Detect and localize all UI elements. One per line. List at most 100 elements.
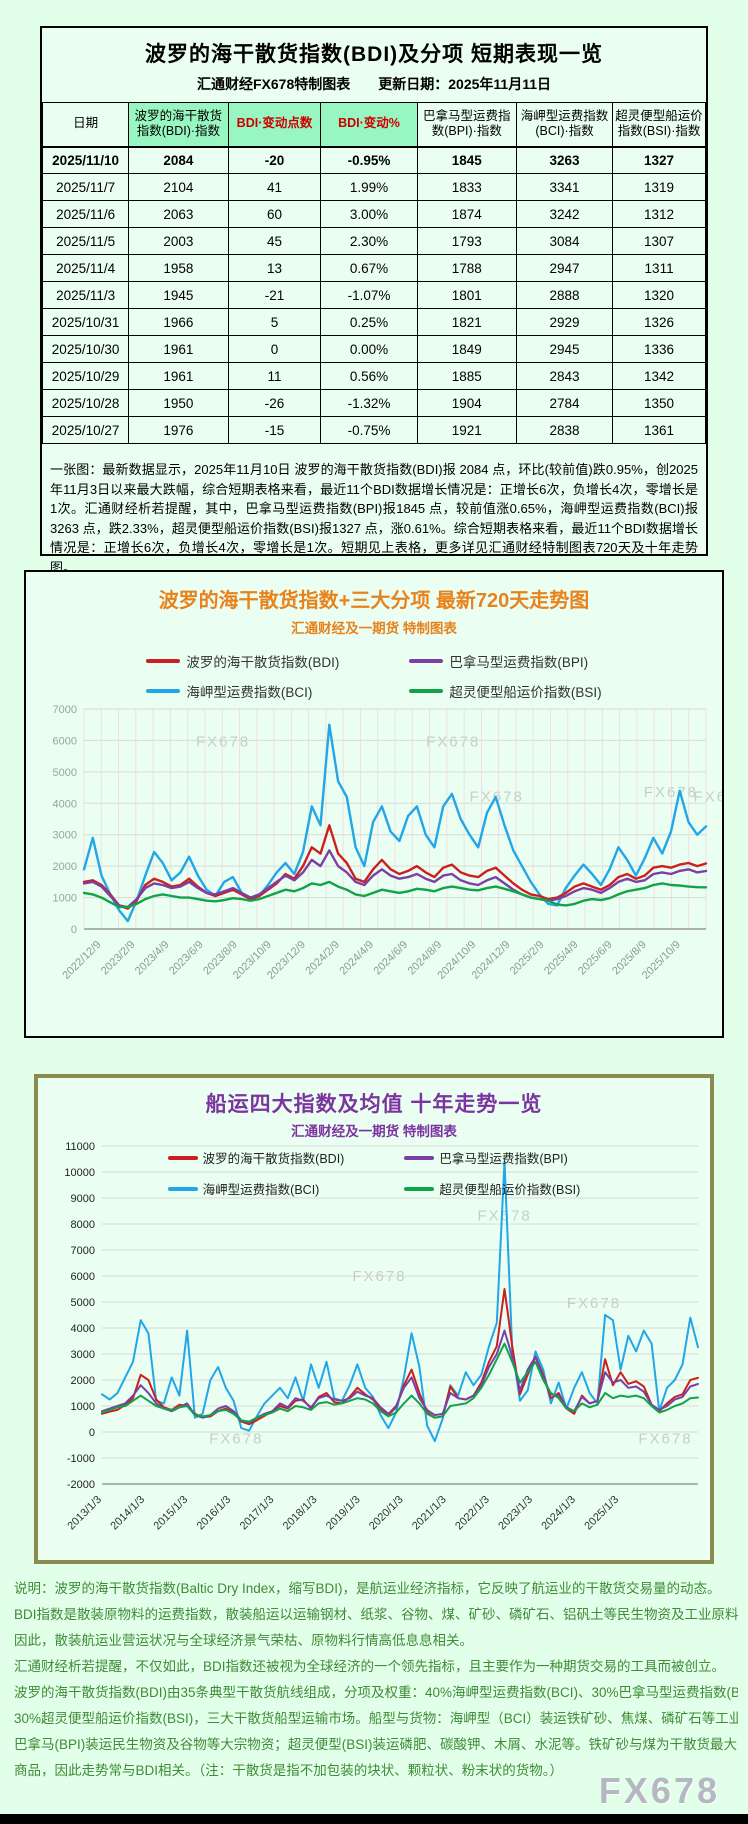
bdi-line-swatch (167, 1155, 198, 1160)
table-cell: 2888 (515, 281, 614, 309)
bdi-table-body: 2025/11/10 2084 -20 -0.95% 1845 3263 1327 2025/… (41, 146, 706, 444)
y-axis-tick-label: 8000 (71, 1219, 95, 1231)
table-cell: 2945 (515, 335, 614, 363)
table-cell: 1874 (416, 200, 518, 228)
table-cell: 1904 (416, 389, 518, 417)
bpi-line (82, 849, 708, 909)
explanation-line: 30%超灵便型船运价指数(BSI)，三大干散货船型运输市场。船型与货物：海岬型（… (14, 1711, 738, 1726)
table-cell: 2947 (515, 254, 614, 282)
y-axis-tick-label: 5000 (53, 767, 77, 779)
chart-720day-plot-area: 0 1000 2000 3000 4000 5000 6000 7000 FX678 FX678 F… (26, 701, 746, 1024)
x-axis-tick-label: 2025/2/9 (508, 939, 547, 978)
table-cell: 0 (227, 335, 322, 363)
x-axis-tick-label: 2023/2/9 (99, 939, 138, 978)
table-cell: 2025/11/6 (41, 200, 130, 228)
legend-item-bdi: 波罗的海干散货指数(BDI) (146, 651, 339, 671)
bdi-table-head: 日期 波罗的海干散货指数(BDI)·指数 BDI·变动点数 BDI·变动% 巴拿马型运费… (41, 102, 706, 147)
y-axis-tick-label: 9000 (71, 1193, 95, 1205)
chart-720day-legend: 波罗的海干散货指数(BDI) 巴拿马型运费指数(BPI) 海岬型运费指数(BCI) 超… (26, 651, 722, 701)
table-cell: 1945 (128, 281, 229, 309)
y-axis-tick-label: 6000 (71, 1271, 95, 1283)
table-cell: 1326 (612, 308, 706, 336)
table-summary-text: 一张图：最新数据显示，2025年11月10日 波罗的海干散货指数(BDI)报 2… (50, 462, 698, 575)
explanation-notes: 说明：波罗的海干散货指数(Baltic Dry Index，缩写BDI)，是航运… (14, 1576, 738, 1784)
y-axis-tick-label: 4000 (53, 798, 77, 810)
legend-label: 超灵便型船运价指数(BSI) (449, 685, 602, 700)
legend-item-bpi: 巴拿马型运费指数(BPI) (409, 651, 601, 671)
x-axis-tick-label: 2020/1/3 (367, 1494, 406, 1533)
chart-10year-title: 船运四大指数及均值 十年走势一览 (205, 1093, 543, 1116)
y-axis-tick-label: 3000 (53, 830, 77, 842)
x-axis-tick-label: 2025/6/9 (576, 939, 615, 978)
chart-watermark: FX678 (638, 1430, 692, 1447)
explanation-line: 因此，散装航运业营运状况与全球经济景气荣枯、原物料行情高低息息相关。 (14, 1633, 473, 1648)
x-axis-tick-label: 2023/1/3 (496, 1494, 535, 1533)
x-axis-tick-label: 2022/12/9 (60, 939, 103, 982)
table-cell: 1788 (416, 254, 518, 282)
table-cell: 1320 (612, 281, 706, 309)
table-cell: 2025/10/30 (41, 335, 130, 363)
y-axis-tick-label: 10000 (64, 1167, 95, 1179)
chart-watermark: FX678 (694, 788, 722, 805)
table-cell: 60 (227, 200, 322, 228)
table-cell: 1327 (612, 146, 706, 174)
table-cell: 1961 (128, 362, 229, 390)
page-bottom-border (0, 1814, 748, 1824)
legend-item-bci: 海岬型运费指数(BCI) (146, 681, 339, 701)
bsi-line-swatch (409, 689, 444, 693)
table-cell: 1849 (416, 335, 518, 363)
chart-watermark: FX678 (196, 733, 250, 750)
table-cell: -15 (227, 416, 322, 444)
x-axis-tick-label: 2023/6/9 (167, 939, 206, 978)
chart-10year-subtitle: 汇通财经及一期货 特制图表 (291, 1124, 457, 1139)
x-axis-tick-label: 2024/4/9 (337, 939, 376, 978)
table-cell: 3084 (515, 227, 614, 255)
legend-label: 海岬型运费指数(BCI) (186, 685, 313, 700)
table-cell: 2104 (128, 173, 229, 201)
table-cell: 2.30% (320, 227, 418, 255)
table-row: 2025/11/7 2104 41 1.99% 1833 3341 1319 (41, 173, 706, 201)
column-header: 海岬型运费指数(BCI)·指数 (515, 102, 614, 147)
legend-item-bpi: 巴拿马型运费指数(BPI) (404, 1148, 580, 1167)
y-axis-tick-label: 2000 (53, 861, 77, 873)
table-cell: 1961 (128, 335, 229, 363)
chart-720day-panel: 波罗的海干散货指数+三大分项 最新720天走势图 汇通财经及一期货 特制图表 波… (24, 570, 746, 1038)
chart-watermark: FX678 (567, 1295, 621, 1312)
table-cell: 2025/10/28 (41, 389, 130, 417)
y-axis-tick-label: -1000 (67, 1453, 95, 1465)
y-axis-tick-label: 7000 (71, 1245, 95, 1257)
table-row: 2025/11/10 2084 -20 -0.95% 1845 3263 1327 (41, 146, 706, 174)
column-header: 超灵便型船运价指数(BSI)·指数 (612, 102, 706, 147)
bdi-table: 日期 波罗的海干散货指数(BDI)·指数 BDI·变动点数 BDI·变动% 巴拿马型运费… (41, 102, 706, 444)
x-axis-tick-label: 2013/1/3 (65, 1494, 104, 1533)
explanation-line: 商品，因此走势常与BDI相关。（注：干散货是指不加包装的块状、颗粒状、粉末状的货… (14, 1763, 564, 1778)
explanation-line: 汇通财经析若提醒，不仅如此，BDI指数还被视为全球经济的一个领先指标，且主要作为… (14, 1659, 726, 1674)
y-axis-tick-label: 3000 (71, 1349, 95, 1361)
table-cell: 1312 (612, 200, 706, 228)
chart-watermark: FX678 (352, 1268, 406, 1285)
table-cell: 2003 (128, 227, 229, 255)
x-axis-tick-label: 2019/1/3 (324, 1494, 363, 1533)
bci-line-swatch (167, 1186, 198, 1191)
short-term-table-panel: 波罗的海干散货指数(BDI)及分项 短期表现一览 汇通财经FX678特制图表 更… (40, 26, 708, 575)
y-axis-tick-label: 0 (89, 1427, 95, 1439)
table-cell: 0.56% (320, 362, 418, 390)
y-axis-tick-label: 4000 (71, 1323, 95, 1335)
table-cell: -21 (227, 281, 322, 309)
table-cell: 13 (227, 254, 322, 282)
table-cell: 1361 (612, 416, 706, 444)
chart-watermark: FX678 (477, 1207, 531, 1224)
chart-10year-plot-area: -2000 -1000 0 1000 2000 3000 4000 5000 6000 7000 8… (38, 1140, 710, 1565)
table-row: 2025/10/28 1950 -26 -1.32% 1904 2784 1350 (41, 389, 706, 417)
y-axis-tick-label: 0 (71, 924, 77, 936)
table-cell: 45 (227, 227, 322, 255)
column-header: BDI·变动点数 (227, 102, 322, 147)
table-cell: 2025/11/10 (41, 146, 130, 174)
table-cell: 3263 (515, 146, 614, 174)
table-cell: 3341 (515, 173, 614, 201)
legend-item-bdi: 波罗的海干散货指数(BDI) (167, 1148, 344, 1167)
column-header: 波罗的海干散货指数(BDI)·指数 (128, 102, 229, 147)
table-cell: 1311 (612, 254, 706, 282)
